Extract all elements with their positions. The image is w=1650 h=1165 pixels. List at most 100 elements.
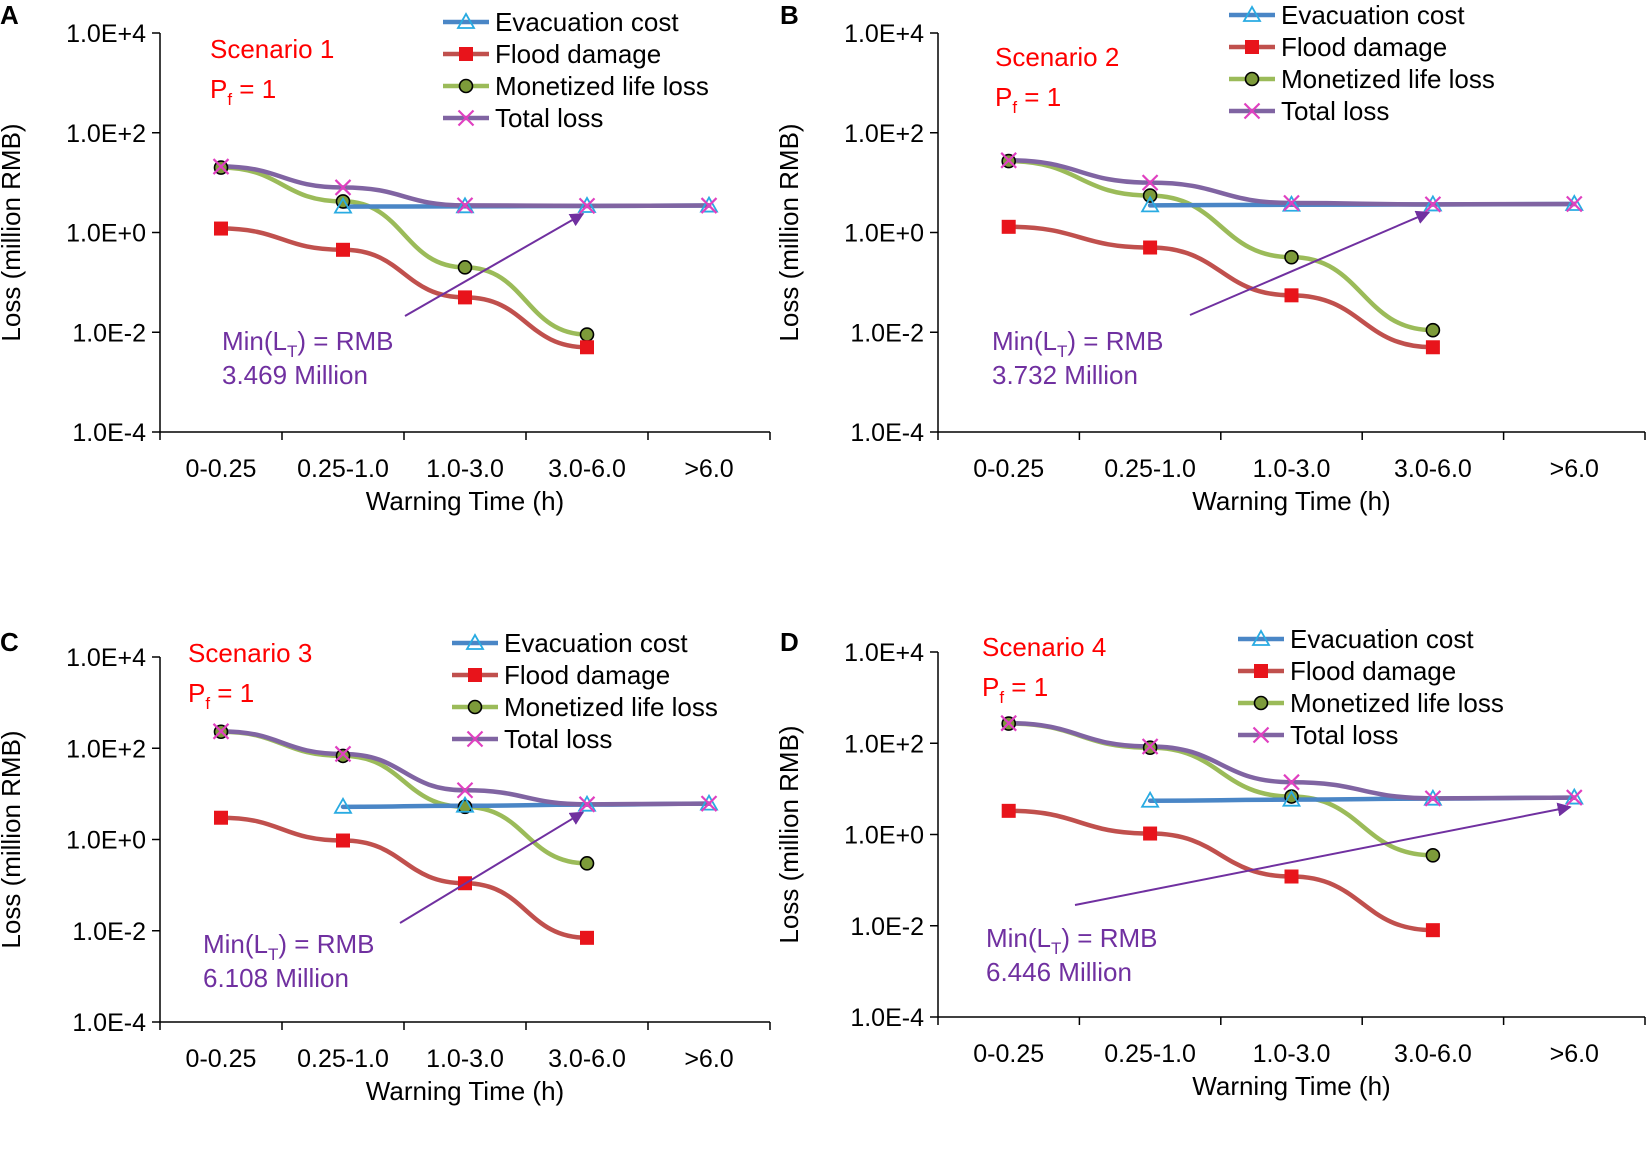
life-loss-marker bbox=[1425, 848, 1441, 863]
legend-label: Monetized life loss bbox=[504, 692, 718, 722]
min-loss-value: 3.469 Million bbox=[222, 360, 368, 390]
y-tick-label: 1.0E+4 bbox=[844, 20, 924, 48]
series-line-flood-damage bbox=[1006, 808, 1436, 933]
flood-damage-marker bbox=[1254, 664, 1268, 678]
total-loss-marker bbox=[700, 795, 718, 812]
annotation-arrow bbox=[399, 811, 585, 924]
x-tick-label: 0-0.25 bbox=[186, 455, 257, 483]
series-line-monetized-life-loss bbox=[218, 165, 590, 337]
evacuation-cost-marker bbox=[577, 794, 597, 812]
legend-label: Flood damage bbox=[1290, 656, 1456, 686]
series-line-monetized-life-loss bbox=[1006, 158, 1436, 333]
y-tick-label: 1.0E+4 bbox=[844, 639, 924, 667]
total-loss-marker bbox=[1283, 194, 1300, 212]
series-line-total-loss bbox=[218, 729, 712, 807]
pf-label: Pf = 1 bbox=[982, 672, 1048, 707]
legend-label: Flood damage bbox=[495, 39, 661, 69]
x-tick-label: >6.0 bbox=[1550, 1040, 1599, 1068]
flood-damage-marker bbox=[214, 221, 228, 236]
total-loss-marker bbox=[1283, 773, 1300, 791]
min-loss-annotation: Min(LT) = RMB bbox=[222, 326, 393, 361]
life-loss-marker bbox=[457, 260, 473, 275]
total-loss-marker bbox=[1424, 196, 1442, 213]
x-tick-label: 0-0.25 bbox=[186, 1045, 257, 1073]
x-tick-label: >6.0 bbox=[684, 455, 733, 483]
scenario-label: Scenario 4 bbox=[982, 632, 1106, 662]
panel-label: C bbox=[0, 627, 19, 657]
flood-damage-marker bbox=[1284, 288, 1299, 303]
total-loss-marker bbox=[212, 723, 230, 740]
evacuation-cost-marker bbox=[1564, 787, 1584, 805]
panel-a: A 1.0E-4 1.0E-2 1.0E+0 1.0E+2 1.0E+4 0-0.25 0.2… bbox=[0, 0, 771, 516]
evacuation-cost-marker bbox=[699, 195, 719, 213]
legend-label: Monetized life loss bbox=[1290, 688, 1504, 718]
y-tick-label: 1.0E-2 bbox=[72, 319, 146, 347]
y-tick-label: 1.0E+2 bbox=[66, 735, 146, 763]
flood-damage-marker bbox=[1425, 923, 1440, 938]
total-loss-marker bbox=[466, 730, 484, 748]
min-loss-value: 6.108 Million bbox=[203, 963, 349, 993]
legend-label: Monetized life loss bbox=[1281, 64, 1495, 94]
y-tick-label: 1.0E-4 bbox=[72, 1009, 146, 1037]
min-loss-annotation: Min(LT) = RMB bbox=[992, 326, 1163, 361]
panel-d: D 1.0E-4 1.0E-2 1.0E+0 1.0E+2 1.0E+4 0-0.25 0.2… bbox=[774, 624, 1646, 1101]
annotation-arrow bbox=[1074, 802, 1572, 906]
evacuation-cost-marker bbox=[455, 196, 475, 214]
flood-damage-marker bbox=[1143, 826, 1158, 841]
legend-label: Total loss bbox=[495, 103, 603, 133]
legend-label: Flood damage bbox=[1281, 32, 1447, 62]
evacuation-cost-marker bbox=[699, 793, 719, 811]
flood-damage-marker bbox=[1143, 240, 1158, 255]
scenario-label: Scenario 2 bbox=[995, 42, 1119, 72]
x-tick-label: 0-0.25 bbox=[973, 455, 1044, 483]
min-loss-annotation: Min(LT) = RMB bbox=[986, 923, 1157, 958]
y-axis-title: Loss (million RMB) bbox=[774, 123, 804, 341]
y-tick-label: 1.0E+2 bbox=[66, 120, 146, 148]
legend-label: Evacuation cost bbox=[495, 7, 679, 37]
min-loss-annotation: Min(LT) = RMB bbox=[203, 929, 374, 964]
flood-damage-marker bbox=[1284, 869, 1299, 884]
total-loss-marker bbox=[334, 745, 352, 763]
evacuation-cost-marker bbox=[1423, 194, 1443, 212]
evacuation-cost-marker bbox=[1564, 194, 1584, 211]
series-line-flood-damage bbox=[218, 226, 590, 350]
legend-label: Total loss bbox=[1290, 720, 1398, 750]
evacuation-cost-marker bbox=[456, 12, 476, 29]
evacuation-cost-marker bbox=[1423, 788, 1443, 806]
pf-label: Pf = 1 bbox=[210, 74, 276, 109]
evacuation-cost-marker bbox=[1281, 789, 1302, 807]
total-loss-marker bbox=[456, 781, 474, 799]
x-tick-label: 3.0-6.0 bbox=[1394, 1040, 1472, 1068]
flood-damage-marker bbox=[1001, 803, 1016, 818]
evacuation-cost-marker bbox=[1281, 194, 1302, 212]
total-loss-marker bbox=[1141, 174, 1159, 191]
y-tick-label: 1.0E-2 bbox=[72, 918, 146, 946]
y-tick-label: 1.0E+4 bbox=[66, 20, 146, 48]
panels: A 1.0E-4 1.0E-2 1.0E+0 1.0E+2 1.0E+4 0-0.25 0.2… bbox=[0, 0, 1646, 1106]
evacuation-cost-marker bbox=[465, 633, 485, 650]
y-tick-label: 1.0E+0 bbox=[844, 220, 924, 248]
min-loss-value: 6.446 Million bbox=[986, 957, 1132, 987]
panel-label: B bbox=[780, 0, 799, 30]
life-loss-marker bbox=[579, 856, 595, 871]
flood-damage-marker bbox=[580, 930, 594, 945]
panel-b: B 1.0E-4 1.0E-2 1.0E+0 1.0E+2 1.0E+4 0-0.25 0.2… bbox=[774, 0, 1646, 516]
series-line-flood-damage bbox=[218, 815, 590, 941]
flood-damage-marker bbox=[214, 810, 228, 825]
x-tick-label: 3.0-6.0 bbox=[548, 1045, 626, 1073]
evacuation-cost-marker bbox=[333, 797, 353, 814]
total-loss-marker bbox=[578, 796, 596, 813]
x-axis-title: Warning Time (h) bbox=[366, 1076, 564, 1106]
total-loss-marker bbox=[212, 158, 230, 175]
total-loss-marker bbox=[1000, 152, 1017, 169]
evacuation-cost-marker bbox=[1251, 629, 1271, 646]
panel-c: C 1.0E-4 1.0E-2 1.0E+0 1.0E+2 1.0E+4 0-0.25 0.2… bbox=[0, 627, 771, 1106]
flood-damage-marker bbox=[468, 668, 482, 682]
y-axis-title: Loss (million RMB) bbox=[0, 730, 26, 948]
flood-damage-marker bbox=[336, 242, 350, 257]
life-loss-marker bbox=[458, 78, 474, 94]
total-loss-marker bbox=[456, 197, 474, 214]
legend-label: Total loss bbox=[504, 724, 612, 754]
life-loss-marker bbox=[335, 748, 351, 764]
evacuation-cost-marker bbox=[333, 196, 353, 214]
